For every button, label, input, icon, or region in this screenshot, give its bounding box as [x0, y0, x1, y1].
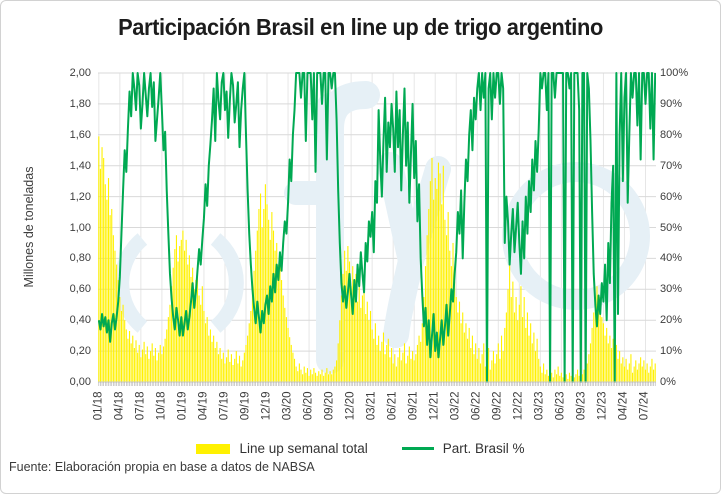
- source-note: Fuente: Elaboración propia en base a dat…: [9, 460, 315, 474]
- right-axis-tick: 90%: [660, 98, 683, 110]
- legend-line-swatch: [401, 447, 434, 450]
- x-axis-tick-label: 09/20: [323, 391, 336, 421]
- plot-area: [98, 72, 656, 386]
- x-axis-tick-label: 03/22: [449, 391, 462, 421]
- x-axis-tick-label: 12/21: [428, 391, 441, 421]
- x-axis-tick-label: 06/22: [470, 391, 483, 421]
- left-axis-tick: 0,20: [69, 345, 91, 357]
- right-axis-tick: 70%: [660, 160, 683, 172]
- legend-line-label: Part. Brasil %: [442, 441, 525, 456]
- left-axis-tick: 1,60: [69, 129, 91, 141]
- left-axis-tick: 2,00: [69, 67, 91, 79]
- legend-bar-label: Line up semanal total: [239, 441, 368, 456]
- left-axis-tick: 0,40: [69, 314, 91, 326]
- x-axis-tick-label: 07/19: [218, 391, 231, 421]
- x-axis-tick-label: 09/22: [491, 391, 504, 421]
- x-axis-tick-label: 12/19: [260, 391, 273, 421]
- left-axis-tick: 1,40: [69, 160, 91, 172]
- legend-bar-swatch: [196, 443, 231, 454]
- watermark-circle-right-arc: [210, 233, 244, 333]
- right-axis-tick: 50%: [660, 222, 683, 234]
- x-axis-tick-label: 03/23: [533, 391, 546, 421]
- x-axis-tick-label: 10/18: [155, 391, 168, 421]
- right-axis-tick: 40%: [660, 252, 683, 264]
- left-axis-tick: 1,20: [69, 191, 91, 203]
- legend: Line up semanal total Part. Brasil %: [1, 441, 720, 456]
- left-axis-tick: 1,80: [69, 98, 91, 110]
- x-axis-tick-label: 04/18: [113, 391, 126, 421]
- x-axis-tick-label: 06/21: [386, 391, 399, 421]
- x-axis-tick-label: 09/19: [239, 391, 252, 421]
- right-axis-tick: 20%: [660, 314, 683, 326]
- left-axis-tick: 0,60: [69, 283, 91, 295]
- watermark-f-crossbar: [284, 181, 344, 205]
- watermark-y-right-stroke: [383, 156, 451, 348]
- x-axis-tick-label: 06/23: [554, 391, 567, 421]
- watermark-circle-left-arc: [114, 233, 148, 333]
- watermark-f-hook: [316, 81, 380, 143]
- right-axis-tick: 100%: [660, 67, 689, 79]
- x-axis-tick-label: 06/20: [302, 391, 315, 421]
- x-axis-tick-label: 07/18: [134, 391, 147, 421]
- line-series-part-brasil: [98, 72, 656, 383]
- x-axis-tick-label: 01/18: [92, 391, 105, 421]
- x-axis-tick-label: 12/20: [344, 391, 357, 421]
- right-axis-tick: 60%: [660, 191, 683, 203]
- right-axis-tick: 10%: [660, 345, 683, 357]
- x-axis-tick-label: 04/19: [197, 391, 210, 421]
- x-axis-tick-label: 12/22: [512, 391, 525, 421]
- left-axis-tick: 0,00: [69, 376, 91, 388]
- right-axis-tick: 30%: [660, 283, 683, 295]
- x-axis-tick-label: 03/21: [365, 391, 378, 421]
- x-axis-tick-label: 07/24: [638, 391, 651, 421]
- x-axis-tick-label: 09/23: [575, 391, 588, 421]
- right-axis-tick: 80%: [660, 129, 683, 141]
- x-axis-tick-label: 12/23: [596, 391, 609, 421]
- right-axis-tick: 0%: [660, 376, 676, 388]
- x-axis-tick-label: 09/21: [407, 391, 420, 421]
- chart-title: Participación Brasil en line up de trigo…: [118, 14, 603, 40]
- x-axis-tick-label: 03/20: [281, 391, 294, 421]
- y-axis-title: Millones de toneladas: [22, 166, 36, 288]
- x-axis-tick-label: 04/24: [617, 391, 630, 421]
- left-axis-tick: 0,80: [69, 252, 91, 264]
- x-axis-tick-label: 01/19: [176, 391, 189, 421]
- week-tick-marks: [98, 382, 656, 386]
- left-axis-tick: 1,00: [69, 222, 91, 234]
